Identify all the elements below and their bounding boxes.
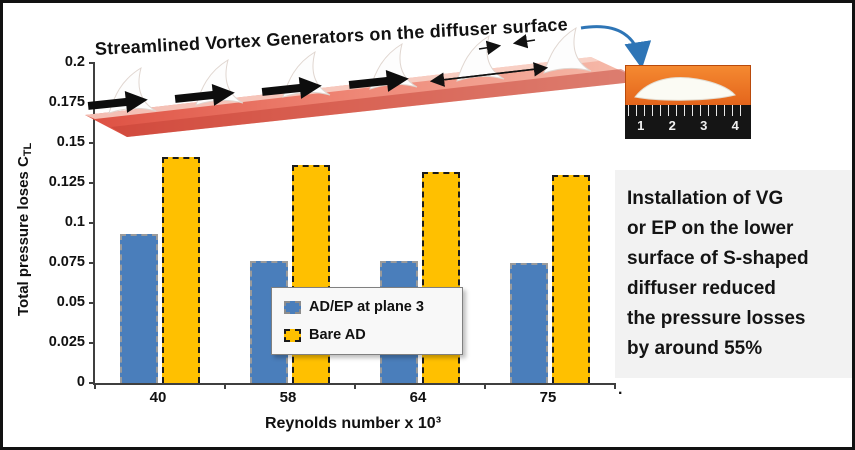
ruler: 1 2 3 4 [625, 105, 751, 139]
y-tick-label: 0 [76, 374, 85, 390]
x-tick-mark [224, 383, 226, 389]
x-tick-mark [614, 383, 616, 389]
fin-sample-shape [634, 77, 736, 101]
y-tick-label: 0.05 [56, 294, 85, 310]
legend-swatch-yellow [284, 328, 301, 342]
annotation-line: Installation of VG [627, 188, 784, 209]
ruler-inset-photo: 1 2 3 4 [625, 65, 751, 139]
vortex-generators-photo [85, 25, 651, 137]
y-tick-label: 0.075 [48, 254, 85, 270]
y-tick-mark [89, 62, 95, 64]
x-category-labels: 40 58 64 75 [93, 389, 613, 406]
x-category-label: 40 [149, 389, 167, 406]
y-tick-label: 0.1 [64, 214, 85, 230]
annotation-line: or EP on the lower [627, 218, 794, 240]
x-tick-mark [484, 383, 486, 389]
legend-swatch-blue [284, 300, 301, 314]
stray-period: . [618, 381, 623, 398]
bar [162, 157, 200, 383]
annotation-line: the pressure losses [627, 308, 806, 330]
y-tick-mark [89, 222, 95, 224]
legend: AD/EP at plane 3 Bare AD [271, 287, 463, 355]
ruler-number: 1 [637, 118, 645, 133]
y-tick-label: 0.2 [64, 54, 85, 70]
legend-entry: AD/EP at plane 3 [284, 299, 450, 315]
annotation-box: Installation of VG or EP on the lower surf… [615, 170, 852, 379]
ruler-number: 3 [700, 118, 708, 133]
ruler-numbers: 1 2 3 4 [625, 116, 751, 136]
dimension-arrows [429, 34, 549, 87]
x-tick-mark [354, 383, 356, 389]
bar [510, 263, 548, 383]
bar [120, 234, 158, 383]
legend-label: Bare AD [309, 327, 366, 343]
legend-entry: Bare AD [284, 327, 450, 343]
x-axis-title: Reynolds number x 10³ [264, 415, 442, 432]
y-tick-mark [89, 342, 95, 344]
y-tick-mark [89, 302, 95, 304]
y-axis-title-text: Total pressure loses C [15, 155, 32, 316]
ruler-number: 2 [668, 118, 676, 133]
y-axis-title: Total pressure loses CTL [15, 71, 34, 387]
y-tick-label: 0.125 [48, 174, 85, 190]
ruler-tick-marks [628, 105, 748, 116]
annotation-line: by around 55% [627, 338, 763, 360]
y-tick-mark [89, 182, 95, 184]
y-axis-title-subscript: TL [22, 142, 34, 156]
x-category-label: 58 [279, 389, 297, 406]
x-tick-mark [94, 383, 96, 389]
plot-area: AD/EP at plane 3 Bare AD 0 0.025 0.05 0.075… [49, 54, 616, 390]
y-tick-label: 0.025 [48, 334, 85, 350]
bar [552, 175, 590, 383]
ruler-number: 4 [731, 118, 739, 133]
legend-label: AD/EP at plane 3 [309, 299, 424, 315]
annotation-line: surface of S-shaped [627, 248, 809, 270]
flow-arrows [87, 70, 409, 113]
annotation-line: diffuser reduced [627, 278, 776, 300]
y-tick-label: 0.15 [56, 134, 85, 150]
y-tick-label: 0.175 [48, 94, 85, 110]
inset-pointer-arrow [580, 25, 651, 69]
y-tick-mark [89, 262, 95, 264]
y-tick-mark [89, 382, 95, 384]
y-tick-mark [89, 142, 95, 144]
x-category-label: 64 [409, 389, 427, 406]
x-category-label: 75 [539, 389, 557, 406]
